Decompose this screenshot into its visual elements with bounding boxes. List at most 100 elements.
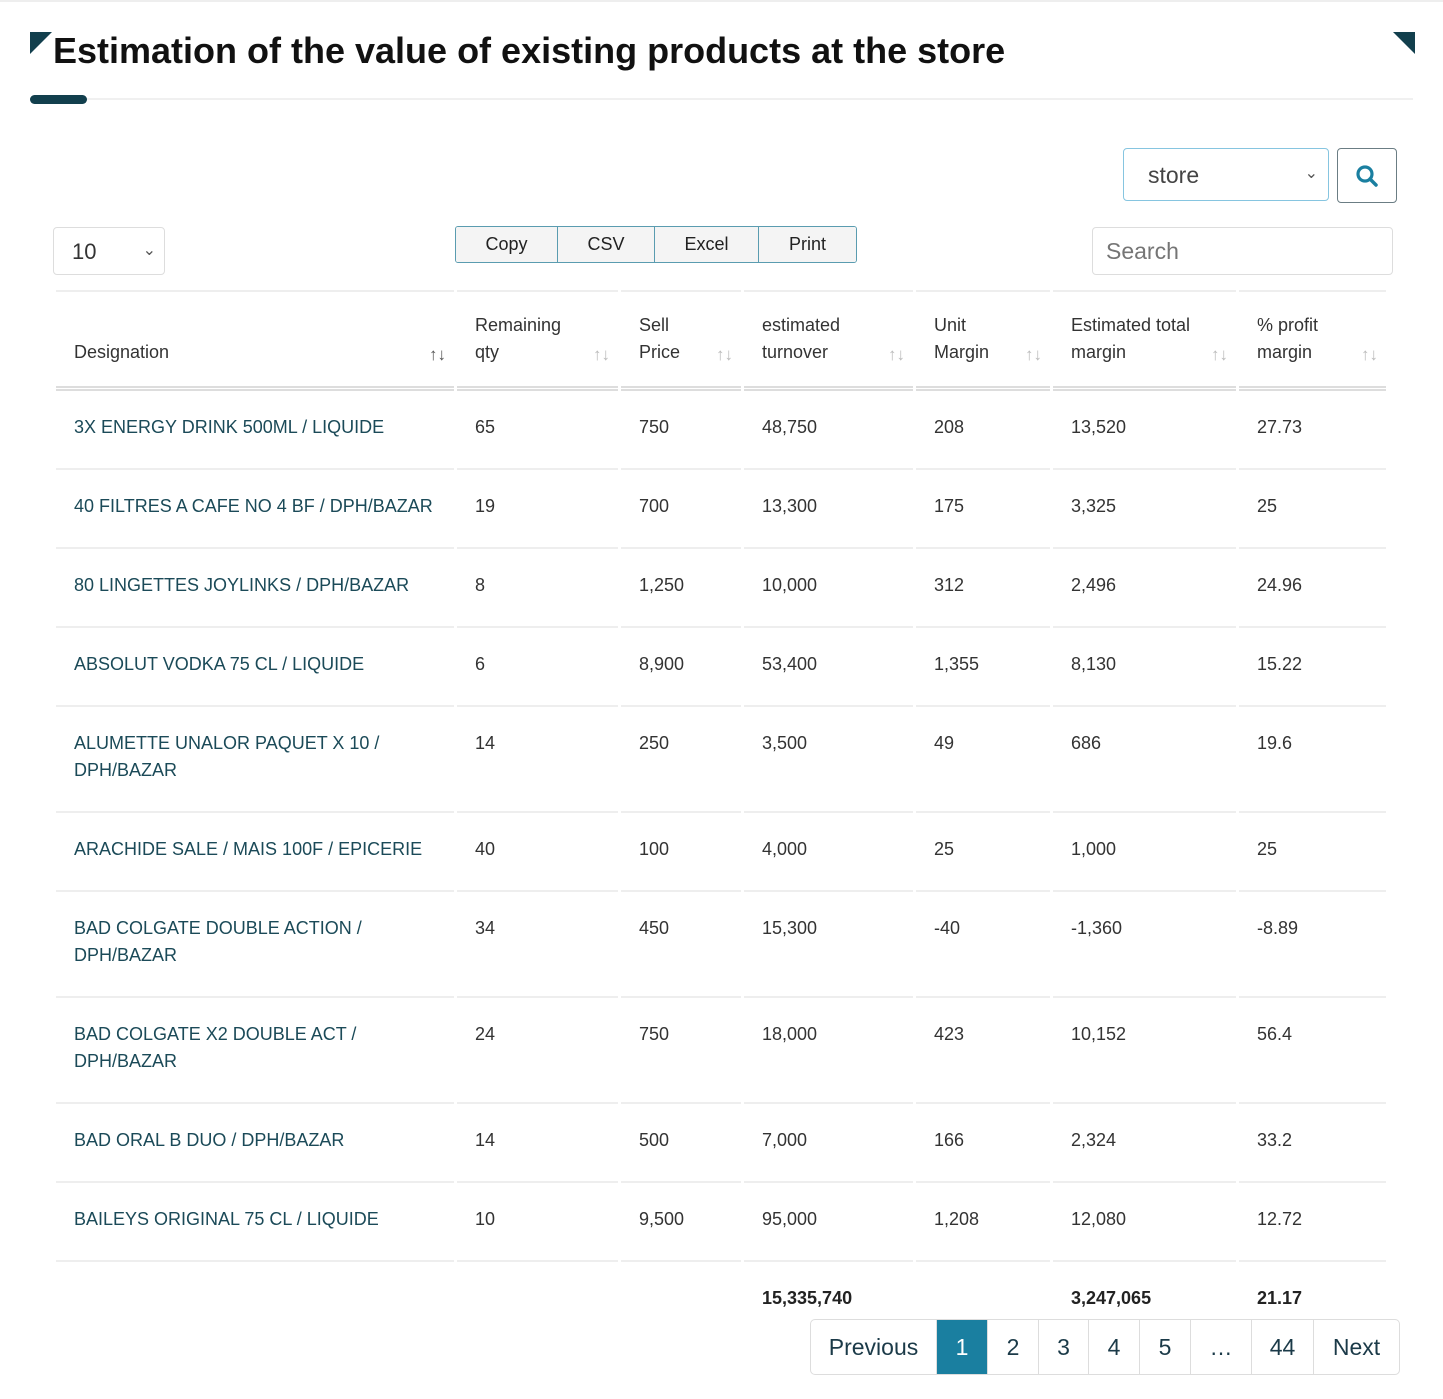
table-cell: 2,324 bbox=[1053, 1104, 1236, 1183]
table-cell: 100 bbox=[621, 813, 741, 892]
column-header[interactable]: estimated turnover ↑↓ bbox=[744, 290, 913, 391]
chevron-down-icon: ⌄ bbox=[142, 242, 156, 259]
column-header[interactable]: Designation ↑↓ bbox=[56, 290, 454, 391]
sort-icon[interactable]: ↑↓ bbox=[593, 345, 610, 364]
table-cell: 208 bbox=[916, 391, 1050, 470]
copy-button[interactable]: Copy bbox=[456, 227, 557, 262]
table-cell: -1,360 bbox=[1053, 892, 1236, 998]
page-length-select[interactable]: 10 ⌄ bbox=[53, 227, 165, 275]
column-header[interactable]: Unit Margin ↑↓ bbox=[916, 290, 1050, 391]
table-cell: 95,000 bbox=[744, 1183, 913, 1262]
column-header[interactable]: Sell Price ↑↓ bbox=[621, 290, 741, 391]
table-cell: 3,500 bbox=[744, 707, 913, 813]
table-cell: 1,000 bbox=[1053, 813, 1236, 892]
totals-row: 15,335,740 3,247,065 21.17 bbox=[56, 1262, 1386, 1339]
table-cell: 27.73 bbox=[1239, 391, 1386, 470]
search-input[interactable] bbox=[1092, 227, 1393, 275]
header-label-line2: Designation bbox=[74, 342, 170, 362]
page-button[interactable]: 44 bbox=[1251, 1320, 1313, 1374]
table-cell: 450 bbox=[621, 892, 741, 998]
table-row: ARACHIDE SALE / MAIS 100F / EPICERIE 40 10… bbox=[56, 813, 1386, 892]
sort-icon[interactable]: ↑↓ bbox=[1211, 345, 1228, 364]
print-button[interactable]: Print bbox=[758, 227, 856, 262]
sort-icon[interactable]: ↑↓ bbox=[429, 345, 446, 364]
table-cell: -40 bbox=[916, 892, 1050, 998]
table-cell: 2,496 bbox=[1053, 549, 1236, 628]
table-cell: 500 bbox=[621, 1104, 741, 1183]
header-label-line1: Sell bbox=[639, 315, 670, 335]
table-row: BAD COLGATE X2 DOUBLE ACT / DPH/BAZAR 24 7… bbox=[56, 998, 1386, 1104]
table-cell: 56.4 bbox=[1239, 998, 1386, 1104]
page-button[interactable]: 3 bbox=[1038, 1320, 1088, 1374]
table-cell: 175 bbox=[916, 470, 1050, 549]
store-select[interactable]: store ⌄ bbox=[1123, 148, 1329, 201]
table-cell: 33.2 bbox=[1239, 1104, 1386, 1183]
header-label-line2: margin bbox=[1071, 342, 1127, 362]
page-button[interactable]: 1 bbox=[936, 1320, 987, 1374]
table-cell: 423 bbox=[916, 998, 1050, 1104]
page-length-value: 10 bbox=[72, 239, 97, 264]
table-row: 3X ENERGY DRINK 500ML / LIQUIDE 65 750 48,7… bbox=[56, 391, 1386, 470]
table-cell: 686 bbox=[1053, 707, 1236, 813]
total-cell bbox=[56, 1262, 454, 1339]
chevron-down-icon: ⌄ bbox=[1304, 165, 1318, 182]
products-table: Designation ↑↓ Remaining qty ↑↓ Sell Price ↑↓ es… bbox=[53, 290, 1389, 1339]
page-button[interactable]: 4 bbox=[1088, 1320, 1139, 1374]
table-cell: 10,152 bbox=[1053, 998, 1236, 1104]
sort-icon[interactable]: ↑↓ bbox=[1025, 345, 1042, 364]
page-button[interactable]: 2 bbox=[987, 1320, 1038, 1374]
search-icon bbox=[1356, 164, 1378, 187]
table-cell: 4,000 bbox=[744, 813, 913, 892]
table-cell: -8.89 bbox=[1239, 892, 1386, 998]
column-header[interactable]: % profit margin ↑↓ bbox=[1239, 290, 1386, 391]
table-cell: 53,400 bbox=[744, 628, 913, 707]
table-cell: BAILEYS ORIGINAL 75 CL / LIQUIDE bbox=[56, 1183, 454, 1262]
header-label-line2: turnover bbox=[762, 342, 829, 362]
total-cell bbox=[457, 1262, 618, 1339]
table-cell: 1,250 bbox=[621, 549, 741, 628]
table-cell: 14 bbox=[457, 707, 618, 813]
table-cell: 8,900 bbox=[621, 628, 741, 707]
table-cell: 13,300 bbox=[744, 470, 913, 549]
previous-button[interactable]: Previous bbox=[828, 1333, 919, 1360]
table-cell: 750 bbox=[621, 391, 741, 470]
header-label-line2: Margin bbox=[934, 342, 990, 362]
table-cell: ARACHIDE SALE / MAIS 100F / EPICERIE bbox=[56, 813, 454, 892]
table-row: BAILEYS ORIGINAL 75 CL / LIQUIDE 10 9,500 9… bbox=[56, 1183, 1386, 1262]
header-label-line2: Price bbox=[639, 342, 681, 362]
search-button[interactable] bbox=[1337, 148, 1397, 203]
total-cell: 21.17 bbox=[1257, 1288, 1303, 1308]
table-cell: 3X ENERGY DRINK 500ML / LIQUIDE bbox=[56, 391, 454, 470]
sort-icon[interactable]: ↑↓ bbox=[888, 345, 905, 364]
table-cell: 15,300 bbox=[744, 892, 913, 998]
page-button[interactable]: 5 bbox=[1139, 1320, 1190, 1374]
sort-icon[interactable]: ↑↓ bbox=[716, 345, 733, 364]
table-cell: 19 bbox=[457, 470, 618, 549]
column-header[interactable]: Estimated total margin ↑↓ bbox=[1053, 290, 1236, 391]
table-cell: 12.72 bbox=[1239, 1183, 1386, 1262]
table-cell: 3,325 bbox=[1053, 470, 1236, 549]
table-cell: 24 bbox=[457, 998, 618, 1104]
table-cell: ABSOLUT VODKA 75 CL / LIQUIDE bbox=[56, 628, 454, 707]
table-cell: 250 bbox=[621, 707, 741, 813]
next-button[interactable]: Next bbox=[1313, 1320, 1399, 1374]
table-row: 40 FILTRES A CAFE NO 4 BF / DPH/BAZAR 19 7… bbox=[56, 470, 1386, 549]
excel-button[interactable]: Excel bbox=[654, 227, 758, 262]
header-label-line2: qty bbox=[475, 342, 500, 362]
table-cell: BAD ORAL B DUO / DPH/BAZAR bbox=[56, 1104, 454, 1183]
table-cell: 25 bbox=[1239, 470, 1386, 549]
table-cell: 40 bbox=[457, 813, 618, 892]
header-label-line1: Remaining bbox=[475, 315, 562, 335]
table-row: BAD COLGATE DOUBLE ACTION / DPH/BAZAR 34 4… bbox=[56, 892, 1386, 998]
sort-icon[interactable]: ↑↓ bbox=[1361, 345, 1378, 364]
table-cell: 166 bbox=[916, 1104, 1050, 1183]
table-cell: 7,000 bbox=[744, 1104, 913, 1183]
csv-button[interactable]: CSV bbox=[557, 227, 654, 262]
corner-decoration bbox=[30, 32, 52, 54]
table-cell: 34 bbox=[457, 892, 618, 998]
table-cell: 1,208 bbox=[916, 1183, 1050, 1262]
divider bbox=[0, 0, 1443, 2]
table-cell: 49 bbox=[916, 707, 1050, 813]
column-header[interactable]: Remaining qty ↑↓ bbox=[457, 290, 618, 391]
